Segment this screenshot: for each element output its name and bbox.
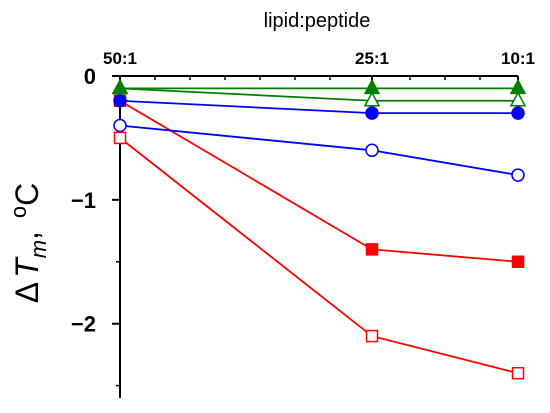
data-point <box>511 106 525 120</box>
data-point <box>363 91 381 107</box>
data-point <box>511 366 525 380</box>
data-point <box>111 78 129 95</box>
series-5 <box>111 78 527 95</box>
series-layer <box>111 78 527 380</box>
y-axis-label-separator: , <box>9 222 45 240</box>
series-2 <box>113 118 525 182</box>
series-line <box>119 124 519 176</box>
data-point <box>509 91 527 107</box>
y-axis-label-degree: o <box>6 206 31 218</box>
series-line <box>119 99 518 115</box>
data-point <box>113 131 127 145</box>
series-line <box>119 137 519 375</box>
x-tick-label: 10:1 <box>501 49 535 68</box>
y-tick-label: 0 <box>84 64 96 89</box>
data-point <box>363 78 381 95</box>
data-point <box>113 94 127 108</box>
y-tick-label: −2 <box>71 312 96 337</box>
data-point <box>113 118 127 133</box>
x-tick-label: 25:1 <box>355 49 389 68</box>
series-line <box>119 87 518 102</box>
data-point <box>511 255 525 269</box>
series-0 <box>113 131 525 380</box>
data-point <box>365 243 379 256</box>
data-point <box>365 143 379 158</box>
svg-text:ΔTm, oC: ΔTm, oC <box>6 183 51 303</box>
series-4 <box>111 78 527 107</box>
data-point <box>509 78 527 95</box>
y-axis-label: ΔTm, oC <box>6 183 51 303</box>
y-axis-label-symbol: T <box>9 256 45 278</box>
y-axis-label-delta: Δ <box>9 282 45 303</box>
series-3 <box>113 94 525 120</box>
y-tick-label: −1 <box>71 188 96 213</box>
y-axis-label-unit: C <box>9 183 45 206</box>
data-point <box>365 329 379 343</box>
y-axis-label-subscript: m <box>26 240 51 258</box>
data-point <box>365 106 379 120</box>
data-point <box>511 168 525 182</box>
x-tick-label: 50:1 <box>103 49 137 68</box>
series-line <box>119 99 519 263</box>
x-axis-label: lipid:peptide <box>264 10 371 32</box>
